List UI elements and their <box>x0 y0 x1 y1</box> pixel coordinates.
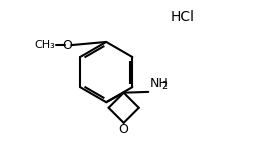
Text: O: O <box>62 39 72 52</box>
Text: O: O <box>119 124 129 136</box>
Text: 2: 2 <box>162 80 168 91</box>
Text: CH₃: CH₃ <box>35 40 55 50</box>
Text: HCl: HCl <box>170 10 194 24</box>
Text: NH: NH <box>150 77 168 90</box>
